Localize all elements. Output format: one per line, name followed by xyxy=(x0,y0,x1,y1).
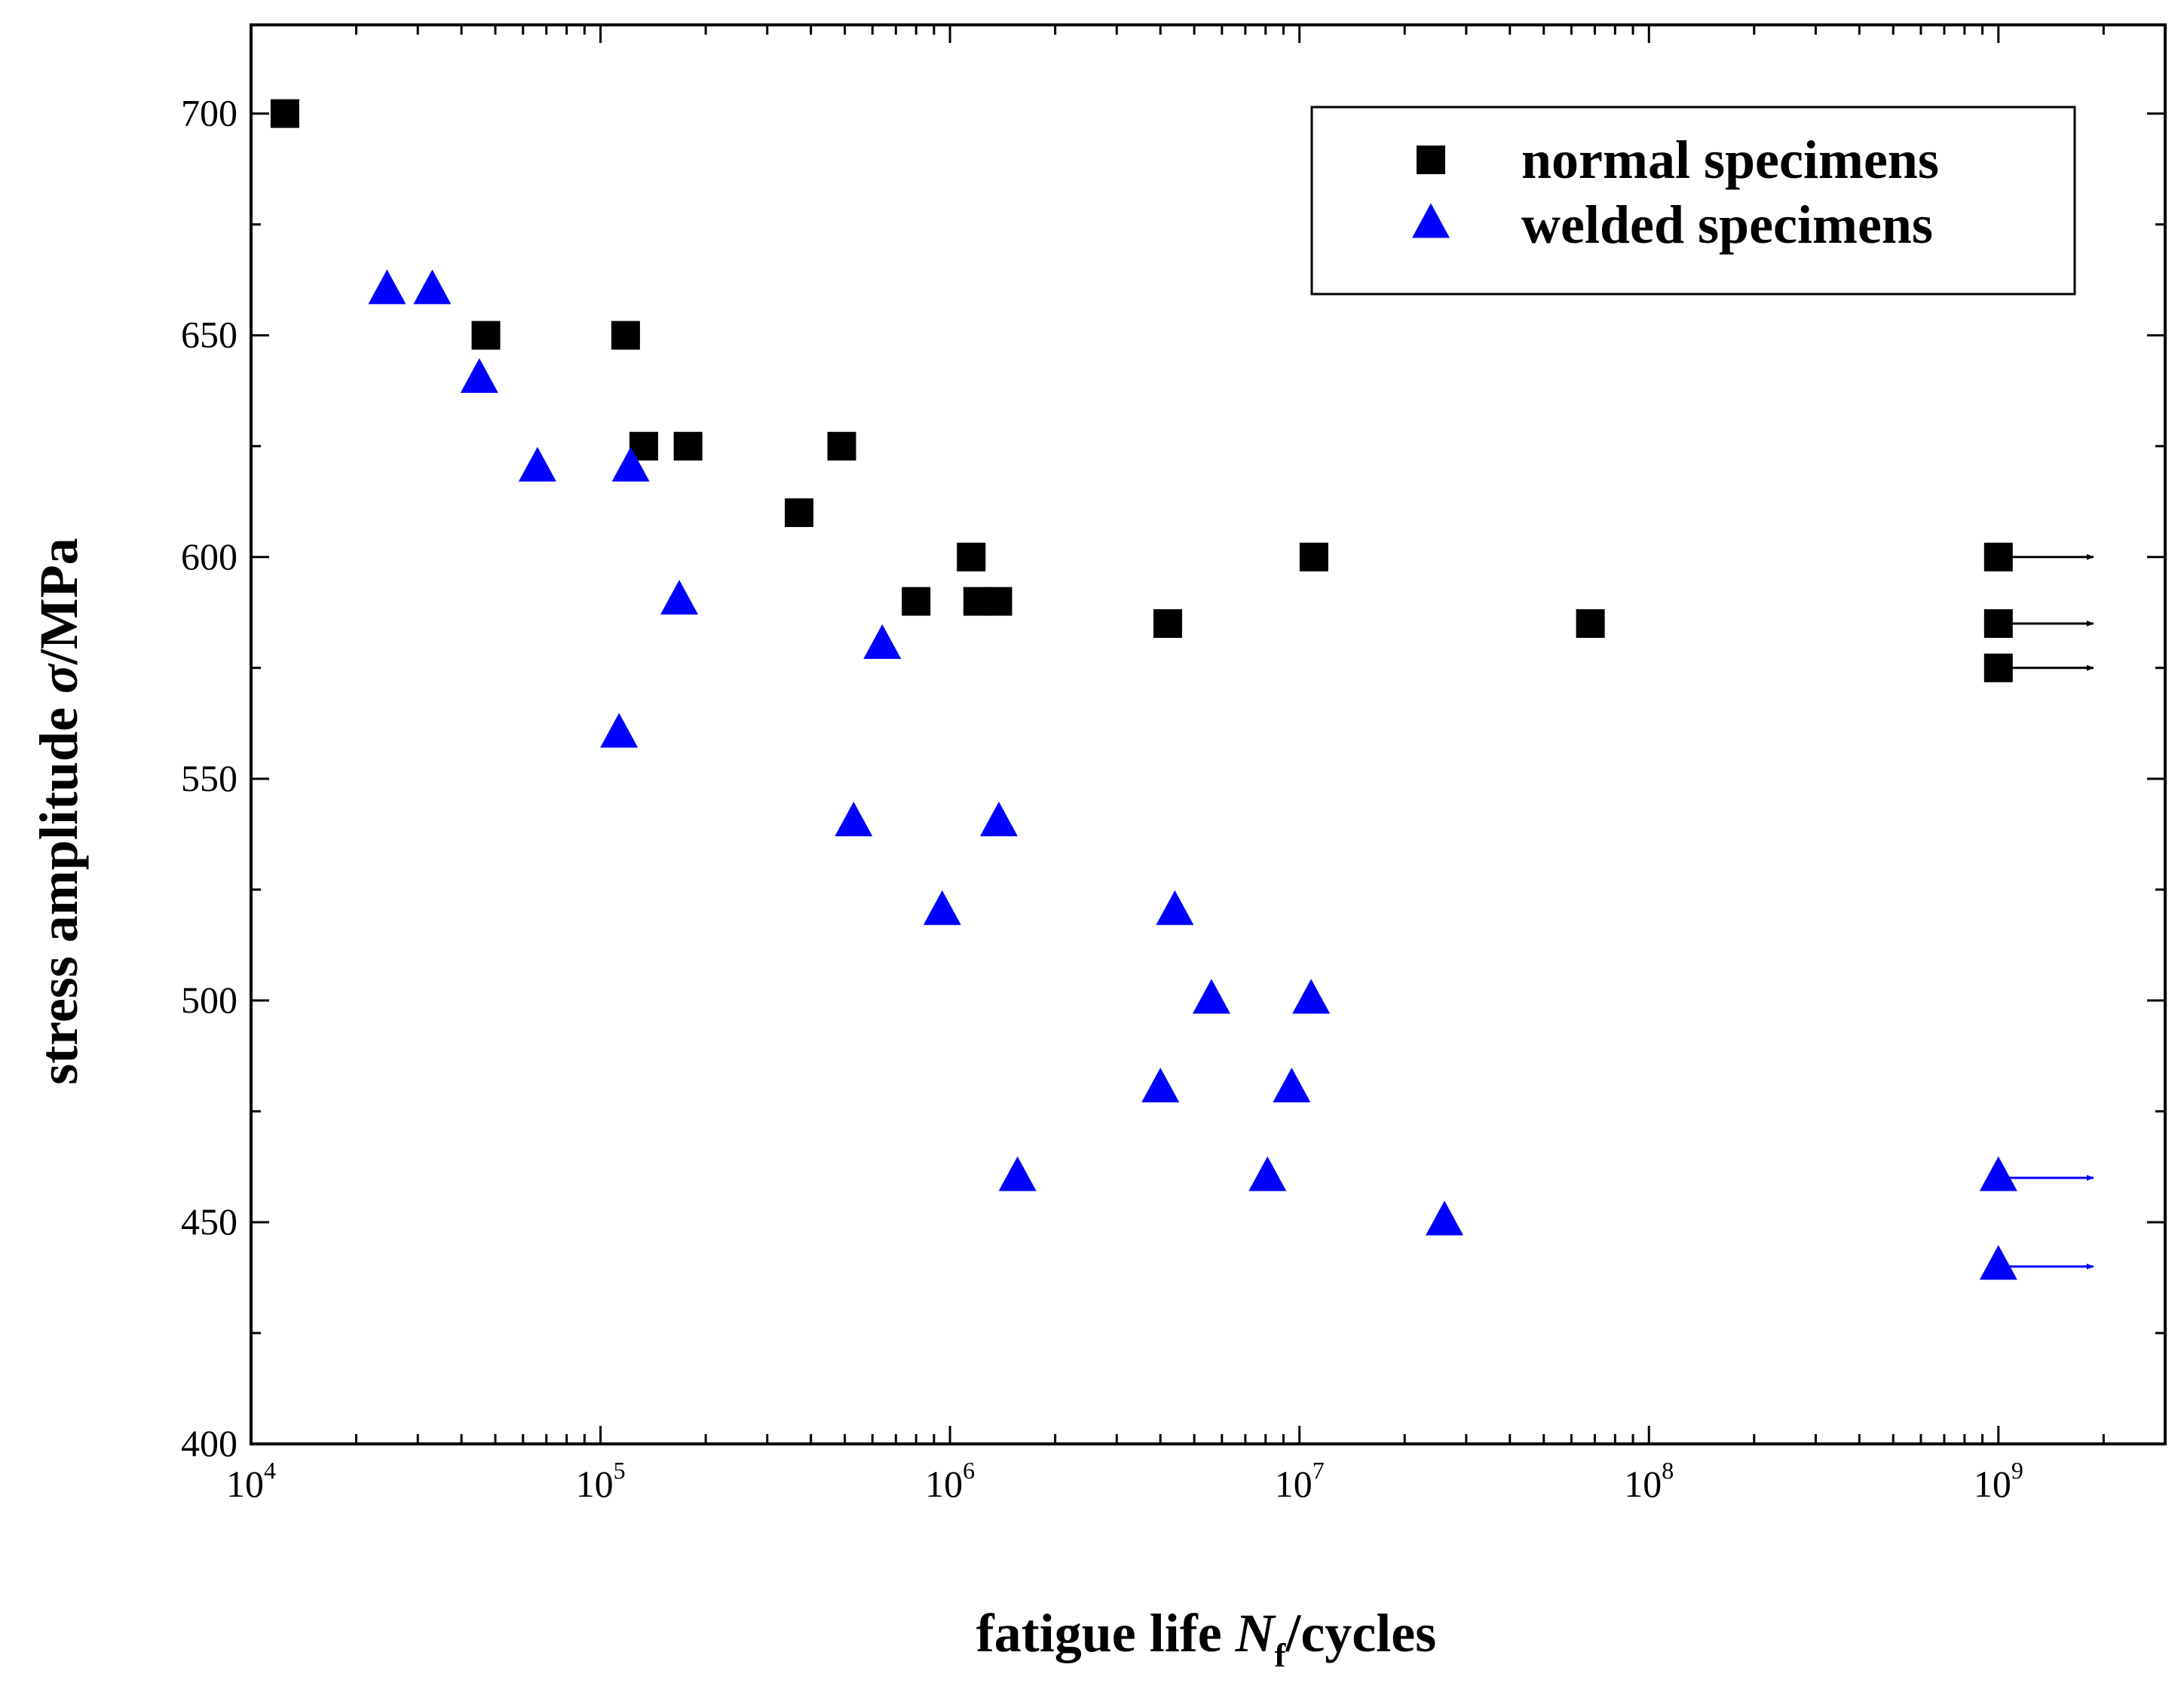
welded-specimens-point xyxy=(1426,1200,1464,1236)
normal-specimens-point xyxy=(902,587,931,616)
normal-specimens-runout-point xyxy=(1983,608,2013,638)
welded-specimens-point xyxy=(1141,1067,1180,1102)
welded-specimens-point xyxy=(1192,979,1230,1014)
y-tick-label: 550 xyxy=(181,757,237,799)
welded-specimens-point xyxy=(1292,979,1331,1014)
welded-specimens-runout-point xyxy=(1979,1156,2017,1191)
welded-specimens-point xyxy=(998,1156,1037,1191)
normal-specimens-point xyxy=(784,498,813,527)
welded-specimens-point xyxy=(460,357,498,393)
welded-specimens-point xyxy=(413,269,452,305)
x-tick-label: 107 xyxy=(1275,1457,1325,1505)
welded-specimens-point xyxy=(368,269,406,305)
x-axis-title-subscript: f xyxy=(1275,1637,1287,1674)
x-tick-label-base: 10 xyxy=(576,1463,614,1505)
y-tick-label: 700 xyxy=(181,92,237,134)
x-axis-title-symbol: N xyxy=(1235,1603,1277,1663)
x-tick-label-exponent: 6 xyxy=(963,1457,975,1484)
y-tick-label: 600 xyxy=(181,535,237,578)
normal-specimens-point xyxy=(611,320,640,350)
normal-specimens-runout-point xyxy=(1983,542,2013,572)
x-tick-label-base: 10 xyxy=(1624,1463,1662,1505)
welded-specimens-point xyxy=(1273,1067,1311,1102)
y-axis-title-symbol: σ xyxy=(29,663,89,694)
x-axis-title-prefix: fatigue life xyxy=(976,1603,1236,1663)
x-tick-label-base: 10 xyxy=(1974,1463,2011,1505)
welded-specimens-point xyxy=(611,446,650,482)
normal-specimens-point xyxy=(1153,608,1183,638)
y-tick-label: 400 xyxy=(181,1422,237,1464)
normal-specimens-runout-point xyxy=(1983,653,2013,682)
welded-specimens-point xyxy=(835,802,873,837)
welded-specimens-point xyxy=(600,713,639,748)
y-tick-label: 650 xyxy=(181,314,237,356)
x-tick-label: 106 xyxy=(925,1457,975,1505)
x-tick-label-exponent: 5 xyxy=(614,1457,626,1484)
normal-specimens-point xyxy=(827,431,856,461)
x-tick-label: 108 xyxy=(1624,1457,1674,1505)
legend-label: welded specimens xyxy=(1521,195,1933,255)
y-axis-title-suffix: /MPa xyxy=(29,538,89,665)
normal-specimens-point xyxy=(270,99,299,128)
plot-area-frame xyxy=(250,23,2167,1445)
normal-specimens-point xyxy=(673,431,703,461)
normal-specimens-point xyxy=(471,320,501,350)
legend-label: normal specimens xyxy=(1521,130,1939,190)
legend-marker-square xyxy=(1417,146,1445,174)
x-axis-title-suffix: /cycles xyxy=(1285,1603,1436,1663)
x-tick-label-exponent: 8 xyxy=(1662,1457,1674,1484)
x-axis-title: fatigue life Nf/cycles xyxy=(976,1603,1436,1674)
normal-specimens-point xyxy=(1299,542,1328,572)
normal-specimens-point xyxy=(1576,608,1605,638)
welded-specimens-point xyxy=(923,890,961,925)
x-tick-label-exponent: 4 xyxy=(264,1457,276,1484)
x-tick-label-base: 10 xyxy=(226,1463,264,1505)
y-tick-label: 500 xyxy=(181,979,237,1021)
x-tick-label-base: 10 xyxy=(1275,1463,1313,1505)
x-tick-label-exponent: 7 xyxy=(1313,1457,1325,1484)
x-tick-label-base: 10 xyxy=(925,1463,963,1505)
x-tick-label: 109 xyxy=(1974,1457,2023,1505)
welded-specimens-point xyxy=(1156,890,1194,925)
legend-box xyxy=(1310,106,2076,296)
welded-specimens-point xyxy=(979,802,1018,837)
x-tick-label-exponent: 9 xyxy=(2011,1457,2023,1484)
y-tick-label: 450 xyxy=(181,1200,237,1243)
legend-marker-triangle xyxy=(1412,203,1450,238)
welded-specimens-point xyxy=(660,580,699,615)
normal-specimens-point xyxy=(983,587,1012,616)
welded-specimens-point xyxy=(863,624,902,659)
normal-specimens-point xyxy=(957,542,986,572)
x-tick-label: 105 xyxy=(576,1457,626,1505)
welded-specimens-runout-point xyxy=(1979,1245,2017,1280)
y-axis-title: stress amplitude σ/MPa xyxy=(29,538,89,1084)
x-tick-label: 104 xyxy=(226,1457,276,1505)
welded-specimens-point xyxy=(1248,1156,1287,1191)
welded-specimens-point xyxy=(518,446,556,482)
y-axis-title-prefix: stress amplitude xyxy=(29,694,89,1085)
